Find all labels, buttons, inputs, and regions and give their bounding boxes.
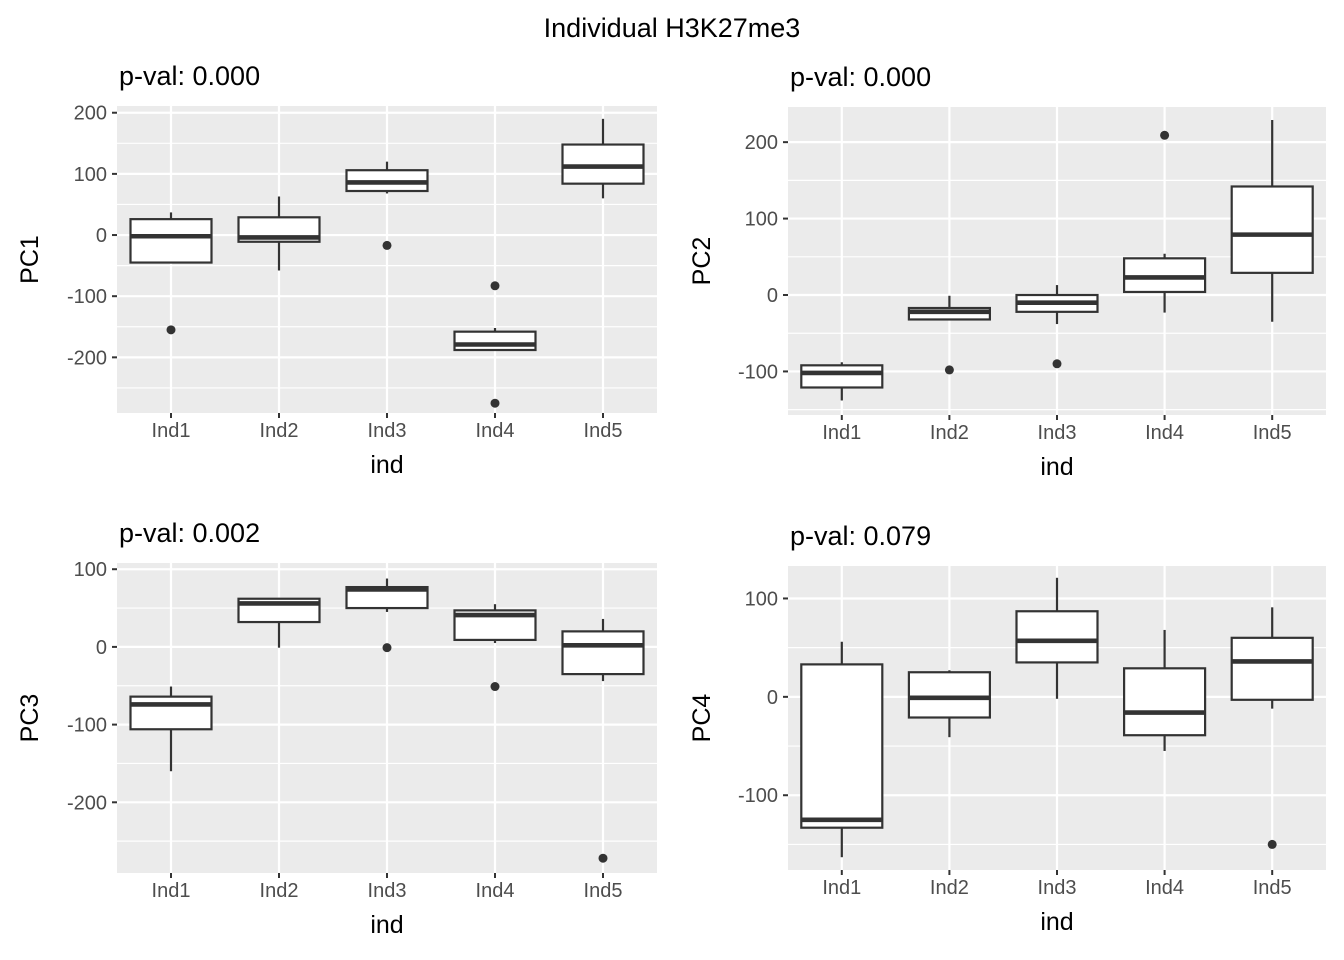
- y-axis-title: PC4: [688, 694, 716, 743]
- outlier-point: [490, 682, 500, 692]
- pval-annotation: p-val: 0.000: [119, 61, 260, 91]
- x-tick-label: Ind4: [1145, 422, 1184, 444]
- x-tick-label: Ind4: [1145, 877, 1184, 899]
- y-tick-label: 100: [74, 164, 107, 186]
- box-ind2: [907, 671, 991, 719]
- box-ind4: [1123, 667, 1207, 737]
- box-ind4: [453, 330, 537, 352]
- x-tick-label: Ind3: [368, 420, 407, 442]
- x-tick-label: Ind4: [476, 880, 515, 902]
- panel-pc2: -100 0 100 200 Ind1 Ind2 Ind3 Ind4 Ind5 ind PC2 p-v…: [688, 62, 1326, 480]
- pval-annotation: p-val: 0.002: [119, 518, 260, 548]
- outlier-point: [166, 325, 176, 335]
- x-tick-label: Ind1: [152, 420, 191, 442]
- y-tick-label: 200: [74, 103, 107, 125]
- outlier-point: [490, 281, 500, 291]
- x-tick-label: Ind2: [930, 422, 969, 444]
- x-tick-label: Ind1: [822, 422, 861, 444]
- y-tick-label: 0: [96, 637, 107, 659]
- box-ind1: [800, 663, 884, 829]
- x-axis-title: ind: [370, 911, 403, 939]
- box-ind1: [129, 695, 213, 731]
- box-ind5: [561, 143, 645, 185]
- y-axis-title: PC2: [688, 237, 716, 286]
- x-tick-label: Ind4: [476, 420, 515, 442]
- pval-annotation: p-val: 0.000: [790, 62, 931, 92]
- y-tick-label: 0: [767, 687, 778, 709]
- outlier-point: [598, 853, 608, 863]
- y-tick-label: 0: [96, 225, 107, 247]
- box-ind5: [561, 630, 645, 676]
- x-axis-title: ind: [370, 451, 403, 479]
- box-ind3: [345, 585, 429, 610]
- box-ind1: [800, 364, 884, 389]
- outlier-point: [944, 365, 954, 375]
- outlier-point: [1267, 839, 1277, 849]
- box-ind5: [1230, 185, 1314, 274]
- y-tick-label: -100: [67, 715, 107, 737]
- y-tick-label: -200: [67, 347, 107, 369]
- x-axis-title: ind: [1040, 453, 1073, 480]
- x-tick-label: Ind1: [822, 877, 861, 899]
- y-tick-label: -100: [67, 286, 107, 308]
- y-tick-label: 100: [74, 559, 107, 581]
- outlier-point: [490, 398, 500, 408]
- x-tick-label: Ind5: [584, 880, 623, 902]
- x-axis-title: ind: [1040, 908, 1073, 936]
- chart-title: Individual H3K27me3: [543, 13, 801, 43]
- x-tick-label: Ind5: [584, 420, 623, 442]
- x-tick-label: Ind2: [260, 420, 299, 442]
- y-tick-label: 100: [745, 209, 778, 231]
- y-tick-label: -200: [67, 792, 107, 814]
- y-axis-title: PC3: [16, 694, 44, 743]
- outlier-point: [1052, 359, 1062, 369]
- box-ind5: [1230, 636, 1314, 701]
- x-tick-label: Ind2: [260, 880, 299, 902]
- pval-annotation: p-val: 0.079: [790, 521, 931, 551]
- y-axis-title: PC1: [16, 235, 44, 284]
- panel-pc1: -200 -100 0 100 200 Ind1 Ind2 Ind3 Ind4 Ind5 ind PC…: [16, 61, 657, 479]
- x-tick-label: Ind1: [152, 880, 191, 902]
- panel-pc4: -100 0 100 Ind1 Ind2 Ind3 Ind4 Ind5 ind PC4 p-val:…: [688, 521, 1326, 936]
- panel-pc3: -200 -100 0 100 Ind1 Ind2 Ind3 Ind4 Ind5 ind PC3 p-…: [16, 518, 657, 939]
- x-tick-label: Ind2: [930, 877, 969, 899]
- box-ind1: [129, 218, 213, 264]
- outlier-point: [382, 240, 392, 250]
- y-tick-label: -100: [738, 361, 778, 383]
- outlier-point: [1160, 130, 1170, 140]
- x-tick-label: Ind3: [1038, 877, 1077, 899]
- x-tick-label: Ind3: [1038, 422, 1077, 444]
- x-tick-label: Ind5: [1253, 877, 1292, 899]
- x-tick-label: Ind3: [368, 880, 407, 902]
- y-tick-label: 200: [745, 132, 778, 154]
- y-tick-label: 100: [745, 588, 778, 610]
- box-ind3: [1015, 610, 1099, 664]
- x-tick-label: Ind5: [1253, 422, 1292, 444]
- y-tick-label: -100: [738, 785, 778, 807]
- y-tick-label: 0: [767, 285, 778, 307]
- outlier-point: [382, 643, 392, 653]
